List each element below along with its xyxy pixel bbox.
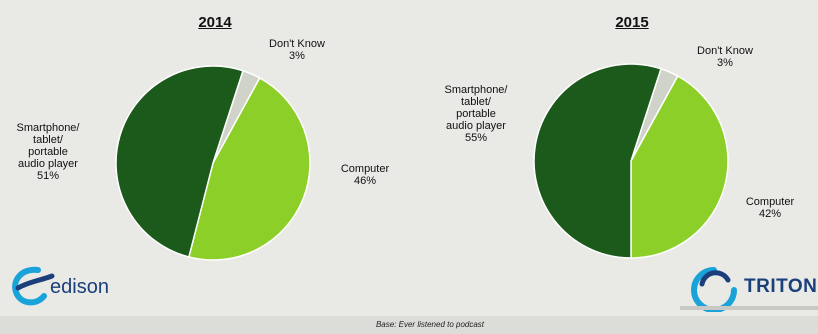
triton-logo-icon [691,267,737,312]
chart-title-2014: 2014 [198,14,232,31]
slice-label-line: audio player [18,158,78,170]
base-note: Base: Ever listened to podcast [375,320,485,329]
edison-logo-icon [12,266,55,306]
slice-label-line: 42% [758,208,782,220]
slice-label-line: tablet/ [33,134,63,146]
slice-label-line: 51% [36,170,60,182]
slice-label-2014-smartphone: Smartphone/tablet/portable audio player 51… [0,122,96,182]
slice-label-line: 55% [464,132,488,144]
slice-label-line: 46% [353,175,377,187]
slice-label-line: portable [456,108,496,120]
slice-label-line: audio player [446,120,506,132]
slice-label-line: 3% [289,50,305,62]
slice-label-2014-computer: Computer 46% [330,163,400,187]
pie-slice-2015-smartphone [533,63,662,259]
footer-band [0,316,818,334]
slice-label-line: 3% [717,57,733,69]
slice-label-line: Smartphone/ [444,84,508,96]
triton-logo-text: TRITON [744,276,818,297]
slice-label-line: Computer [745,196,795,208]
pie-slice-2014-computer [187,76,311,261]
slice-label-2015-dont-know: Don't Know 3% [680,45,770,69]
slice-label-2015-computer: Computer 42% [730,196,810,220]
slice-label-line: Computer [340,163,390,175]
slice-label-2015-smartphone: Smartphone/tablet/portable audio player 55… [428,84,524,144]
slice-label-line: Don't Know [697,45,753,57]
pie-slice-2014-smartphone [115,65,244,258]
slice-label-line: tablet/ [461,96,491,108]
slice-label-line: Smartphone/ [16,122,80,134]
slice-label-2014-dont-know: Don't Know 3% [252,38,342,62]
triton-tagline-bar [680,306,818,310]
slice-label-line: portable [28,146,68,158]
chart-title-2015: 2015 [615,14,649,31]
slice-label-line: Don't Know [269,38,325,50]
pie-slice-2015-computer [630,74,729,259]
edison-logo-text: edison [50,276,109,298]
